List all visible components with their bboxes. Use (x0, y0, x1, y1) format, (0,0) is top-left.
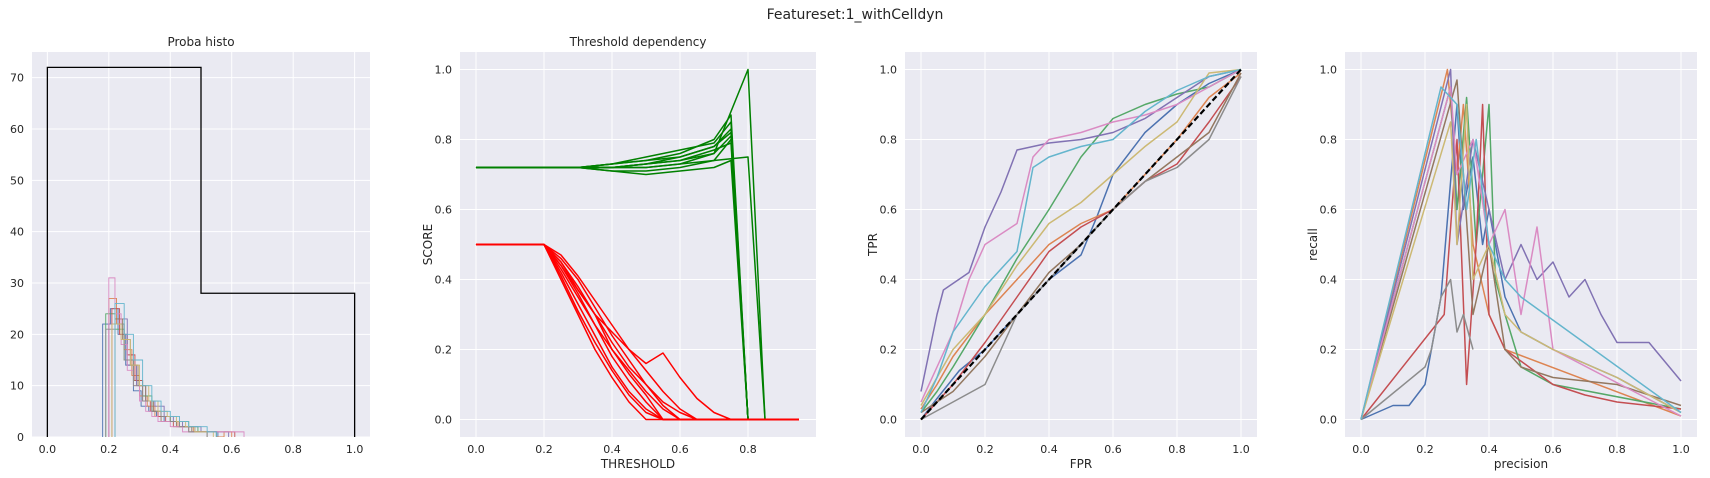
x-tick-label: 0.8 (284, 443, 302, 456)
diagonal-reference-line (920, 68, 1242, 421)
y-tick-label: 0.6 (1320, 204, 1338, 217)
x-tick-label: 0.4 (162, 443, 180, 456)
y-tick-label: 0.6 (435, 204, 453, 217)
x-tick-label: 0.0 (39, 443, 57, 456)
y-tick-label: 60 (10, 123, 24, 136)
x-tick-label: 0.6 (223, 443, 241, 456)
series-line (920, 68, 1242, 392)
y-axis-label: TPR (866, 233, 880, 257)
x-tick-label: 0.8 (739, 443, 757, 456)
figure-suptitle: Featureset:1_withCelldyn (767, 7, 944, 23)
y-tick-label: 1.0 (880, 64, 898, 77)
y-tick-label: 0.4 (1320, 274, 1338, 287)
series-line (920, 68, 1242, 413)
data-marks (475, 68, 799, 421)
y-tick-label: 0.6 (880, 204, 898, 217)
x-axis-label: FPR (1070, 457, 1092, 471)
y-tick-label: 70 (10, 72, 24, 85)
y-tick-label: 0.2 (435, 344, 453, 357)
red-score-line (475, 243, 799, 421)
series-line (920, 76, 1242, 421)
x-tick-label: 0.4 (1040, 443, 1058, 456)
chart-title: Proba histo (167, 35, 234, 49)
data-marks (1360, 68, 1682, 421)
x-tick-label: 0.8 (1608, 443, 1626, 456)
proba-histogram-step (111, 323, 214, 437)
y-tick-label: 0.0 (1320, 414, 1338, 427)
series-line (920, 76, 1242, 421)
x-tick-label: 0.2 (100, 443, 118, 456)
proba-histogram-step (114, 303, 217, 437)
y-tick-label: 0.2 (880, 344, 898, 357)
y-tick-label: 0.8 (1320, 134, 1338, 147)
chart-title: Threshold dependency (569, 35, 707, 49)
chart-2: 0.0 0.2 0.4 0.6 0.8 0.0 0.2 0.4 0.6 0.8 1.0 Thresho… (421, 35, 816, 471)
series-line (920, 68, 1242, 403)
chart-4: 0.0 0.2 0.4 0.6 0.8 1.0 0.0 0.2 0.4 0.6 0.8 1.0 prec… (1306, 52, 1697, 471)
x-tick-label: 0.6 (671, 443, 689, 456)
x-tick-label: 0.0 (467, 443, 485, 456)
x-tick-label: 0.0 (1352, 443, 1370, 456)
green-score-line (475, 131, 799, 421)
x-tick-label: 1.0 (1232, 443, 1250, 456)
red-score-line (475, 243, 799, 421)
y-tick-label: 20 (10, 328, 24, 341)
x-tick-label: 1.0 (1672, 443, 1690, 456)
red-score-line (475, 243, 799, 421)
red-score-line (475, 243, 799, 421)
chart-1: 0.0 0.2 0.4 0.6 0.8 1.0 0 10 20 30 40 50 60 70 Proba h… (10, 35, 370, 456)
y-tick-label: 10 (10, 380, 24, 393)
x-axis-label: THRESHOLD (600, 457, 675, 471)
green-score-line (475, 156, 799, 421)
y-tick-label: 0.0 (880, 414, 898, 427)
series-line (1360, 86, 1682, 420)
x-tick-label: 0.8 (1168, 443, 1186, 456)
x-tick-label: 1.0 (346, 443, 364, 456)
red-score-line (475, 243, 799, 421)
series-line (1360, 68, 1682, 420)
y-axis-label: SCORE (421, 224, 435, 265)
x-tick-label: 0.2 (535, 443, 553, 456)
y-tick-label: 0.4 (880, 274, 898, 287)
red-score-line (475, 243, 799, 421)
y-tick-label: 0.8 (880, 134, 898, 147)
data-marks (920, 68, 1242, 421)
y-tick-label: 0.2 (1320, 344, 1338, 357)
y-tick-label: 1.0 (1320, 64, 1338, 77)
y-tick-label: 40 (10, 226, 24, 239)
x-axis-label: precision (1494, 457, 1548, 471)
y-tick-label: 50 (10, 174, 24, 187)
x-tick-label: 0.2 (1416, 443, 1434, 456)
x-tick-label: 0.0 (912, 443, 930, 456)
y-tick-label: 0.0 (435, 414, 453, 427)
chart-3: 0.0 0.2 0.4 0.6 0.8 1.0 0.0 0.2 0.4 0.6 0.8 1.0 FPR T… (866, 52, 1257, 471)
x-tick-label: 0.6 (1104, 443, 1122, 456)
y-tick-label: 1.0 (435, 64, 453, 77)
series-line (1360, 86, 1682, 420)
x-tick-label: 0.6 (1544, 443, 1562, 456)
y-tick-label: 30 (10, 277, 24, 290)
series-line (1360, 278, 1474, 421)
x-tick-label: 0.4 (603, 443, 621, 456)
data-marks (46, 66, 356, 437)
x-tick-label: 0.4 (1480, 443, 1498, 456)
y-tick-label: 0 (17, 431, 24, 444)
y-tick-label: 0.8 (435, 134, 453, 147)
label-histogram-step (46, 66, 356, 437)
x-tick-label: 0.2 (976, 443, 994, 456)
series-line (920, 68, 1242, 406)
y-axis-label: recall (1306, 228, 1320, 261)
y-tick-label: 0.4 (435, 274, 453, 287)
red-score-line (475, 243, 799, 421)
series-line (920, 68, 1242, 413)
